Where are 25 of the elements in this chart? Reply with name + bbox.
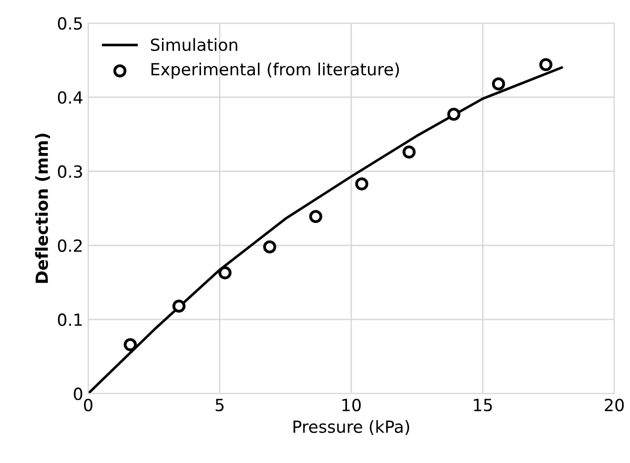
point xyxy=(172,300,186,313)
point xyxy=(447,108,460,121)
point xyxy=(539,58,552,72)
x-axis-title: Pressure (kPa) xyxy=(294,420,410,435)
point xyxy=(218,266,232,280)
y-tick-label: 0.1 xyxy=(58,313,82,326)
x-tick-label: 5 xyxy=(216,398,224,412)
point xyxy=(309,210,322,224)
x-tick-label: 10 xyxy=(342,398,361,412)
y-axis-title: Deflection (mm) xyxy=(35,134,50,283)
y-tick-label: 0.3 xyxy=(58,165,82,178)
point xyxy=(355,177,368,190)
point xyxy=(402,146,416,159)
y-tick-label: 0 xyxy=(74,388,82,400)
y-tick-label: 0.5 xyxy=(58,17,82,30)
x-tick-label: 0 xyxy=(84,398,92,412)
y-tick-label: 0.2 xyxy=(58,239,82,252)
point xyxy=(263,240,276,254)
x-tick-label: 20 xyxy=(604,398,624,412)
point xyxy=(492,77,506,90)
x-tick-label: 15 xyxy=(474,398,492,412)
legend-label: Experimental (from literature) xyxy=(152,62,399,79)
y-tick-label: 0.4 xyxy=(58,91,82,104)
point xyxy=(124,338,137,352)
legend-label: Simulation xyxy=(150,38,238,52)
